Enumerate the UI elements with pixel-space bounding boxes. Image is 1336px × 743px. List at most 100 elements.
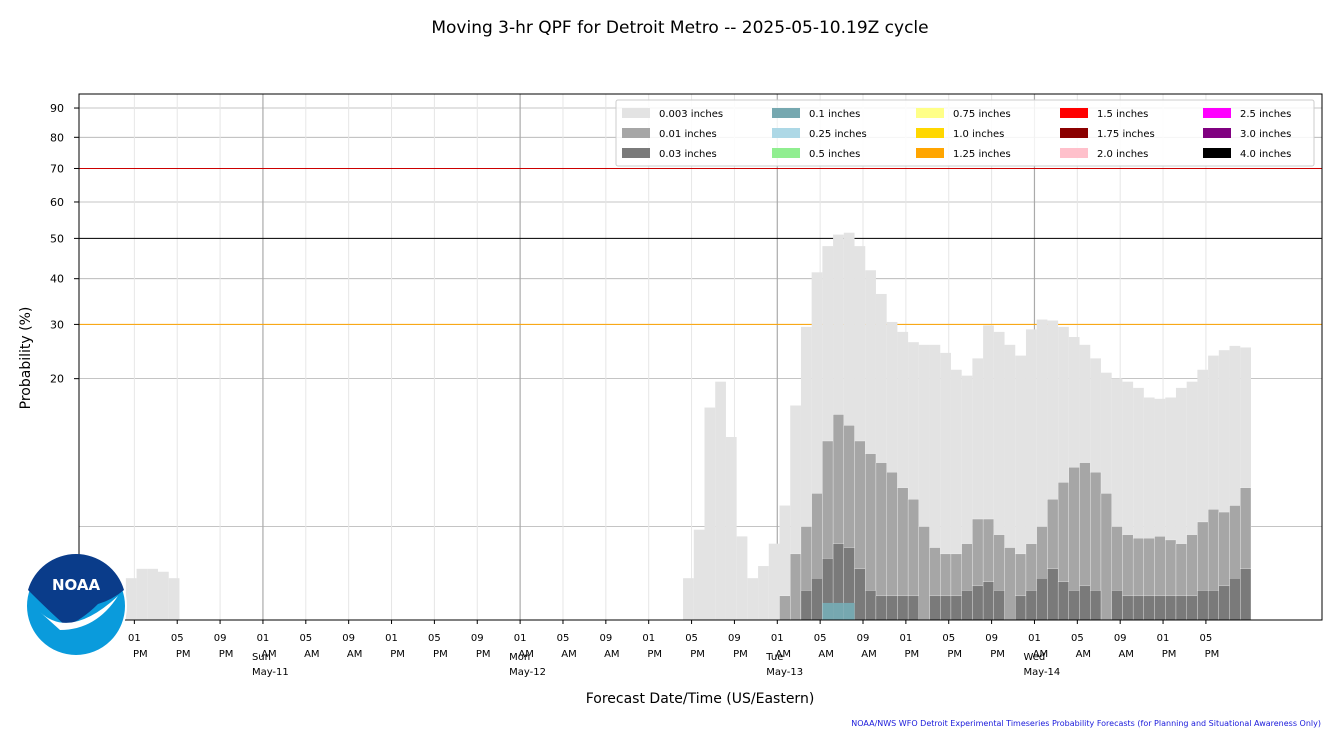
bar-0003-inches (918, 344, 930, 620)
x-tick-ampm: PM (133, 649, 148, 660)
legend-swatch (1060, 148, 1088, 158)
x-tick-ampm: AM (261, 649, 276, 660)
plot-frame (78, 93, 1323, 621)
bar-0003-inches (736, 536, 748, 620)
x-tick-date: May-14 (1023, 667, 1060, 678)
bar-0003-inches (1186, 381, 1198, 620)
legend-swatch (1060, 128, 1088, 138)
bar-003-inches (1229, 578, 1241, 621)
legend-label: 2.0 inches (1097, 149, 1148, 160)
x-tick-ampm: PM (390, 649, 405, 660)
bar-003-inches (897, 595, 909, 621)
bar-001-inches (1100, 493, 1112, 621)
x-tick-ampm: AM (1076, 649, 1091, 660)
bar-0003-inches (800, 326, 812, 620)
x-tick-hour: 05 (171, 633, 184, 644)
bar-003-inches (972, 585, 984, 621)
legend-label: 1.5 inches (1097, 109, 1148, 120)
legend-swatch (1203, 108, 1231, 118)
bar-0003-inches (1240, 347, 1251, 620)
footer-disclaimer: NOAA/NWS WFO Detroit Experimental Timese… (851, 719, 1321, 728)
legend-swatch (622, 108, 650, 118)
legend-label: 2.5 inches (1240, 109, 1291, 120)
x-tick-hour: 09 (857, 633, 870, 644)
bar-0003-inches (1154, 398, 1166, 620)
bar-003-inches (929, 595, 941, 621)
x-tick-hour: 01 (514, 633, 527, 644)
bar-003-inches (1015, 595, 1027, 621)
x-tick-ampm: AM (818, 649, 833, 660)
bar-0003-inches (811, 272, 823, 620)
x-tick-hour: 05 (299, 633, 312, 644)
bar-003-inches (1079, 585, 1091, 621)
legend-label: 0.25 inches (809, 129, 867, 140)
bar-003-inches (1218, 585, 1230, 621)
bar-0003-inches (1208, 355, 1219, 620)
x-tick-hour: 05 (814, 633, 827, 644)
x-tick-hour: 09 (214, 633, 227, 644)
bar-0003-inches (983, 325, 994, 620)
x-tick-hour: 01 (257, 633, 270, 644)
y-tick-label: 60 (50, 196, 64, 209)
bar-0003-inches (779, 505, 791, 620)
x-tick-hour: 01 (1028, 633, 1041, 644)
bar-0003-inches (693, 529, 705, 620)
bar-003-inches (961, 590, 973, 621)
bar-003-inches (1207, 590, 1219, 621)
x-tick-ampm: AM (1118, 649, 1133, 660)
legend-swatch (916, 148, 944, 158)
bar-003-inches (811, 578, 823, 621)
bar-0003-inches (897, 331, 909, 620)
bar-0003-inches (1133, 387, 1144, 620)
bar-0003-inches (1004, 344, 1016, 620)
bar-0003-inches (875, 293, 887, 620)
legend-swatch (772, 108, 800, 118)
bar-0003-inches (1229, 345, 1241, 620)
bar-003-inches (865, 590, 877, 621)
bar-0003-inches (886, 321, 898, 620)
x-tick-day: Mon (509, 652, 530, 663)
bar-003-inches (907, 595, 919, 621)
y-tick-label: 20 (50, 373, 64, 386)
legend-swatch (1203, 148, 1231, 158)
bar-003-inches (1122, 595, 1134, 621)
y-tick-label: 40 (50, 273, 64, 286)
x-tick-ampm: AM (561, 649, 576, 660)
bar-0003-inches (725, 436, 737, 620)
bar-003-inches (886, 595, 898, 621)
x-axis-label: Forecast Date/Time (US/Eastern) (586, 691, 815, 707)
x-tick-hour: 09 (728, 633, 741, 644)
bar-0003-inches (1036, 319, 1048, 620)
bar-003-inches (982, 581, 994, 621)
x-tick-ampm: PM (1162, 649, 1177, 660)
bar-01-inches (843, 602, 855, 620)
bar-0003-inches (972, 358, 984, 620)
bar-0003-inches (1058, 326, 1069, 620)
legend-swatch (772, 128, 800, 138)
x-tick-hour: 01 (128, 633, 141, 644)
legend-swatch (1060, 108, 1088, 118)
legend-label: 0.03 inches (659, 149, 717, 160)
bar-0003-inches (1111, 378, 1123, 620)
bar-0003-inches (993, 331, 1005, 620)
bar-001-inches (779, 595, 791, 621)
legend-swatch (622, 148, 650, 158)
x-tick-hour: 01 (1157, 633, 1170, 644)
bar-0003-inches (1143, 397, 1155, 620)
legend-label: 0.003 inches (659, 109, 723, 120)
bar-0003-inches (747, 578, 759, 620)
bar-01-inches (833, 602, 844, 620)
bar-003-inches (1090, 590, 1102, 621)
bar-003-inches (940, 595, 952, 621)
bar-003-inches (1057, 581, 1069, 621)
bar-0003-inches (1015, 355, 1026, 620)
legend-label: 4.0 inches (1240, 149, 1291, 160)
x-tick-hour: 01 (900, 633, 913, 644)
legend-label: 0.75 inches (953, 109, 1011, 120)
legend-label: 0.01 inches (659, 129, 717, 140)
bar-0003-inches (158, 571, 169, 620)
bar-003-inches (1154, 595, 1166, 621)
x-tick-ampm: PM (690, 649, 705, 660)
bar-0003-inches (1165, 397, 1176, 620)
